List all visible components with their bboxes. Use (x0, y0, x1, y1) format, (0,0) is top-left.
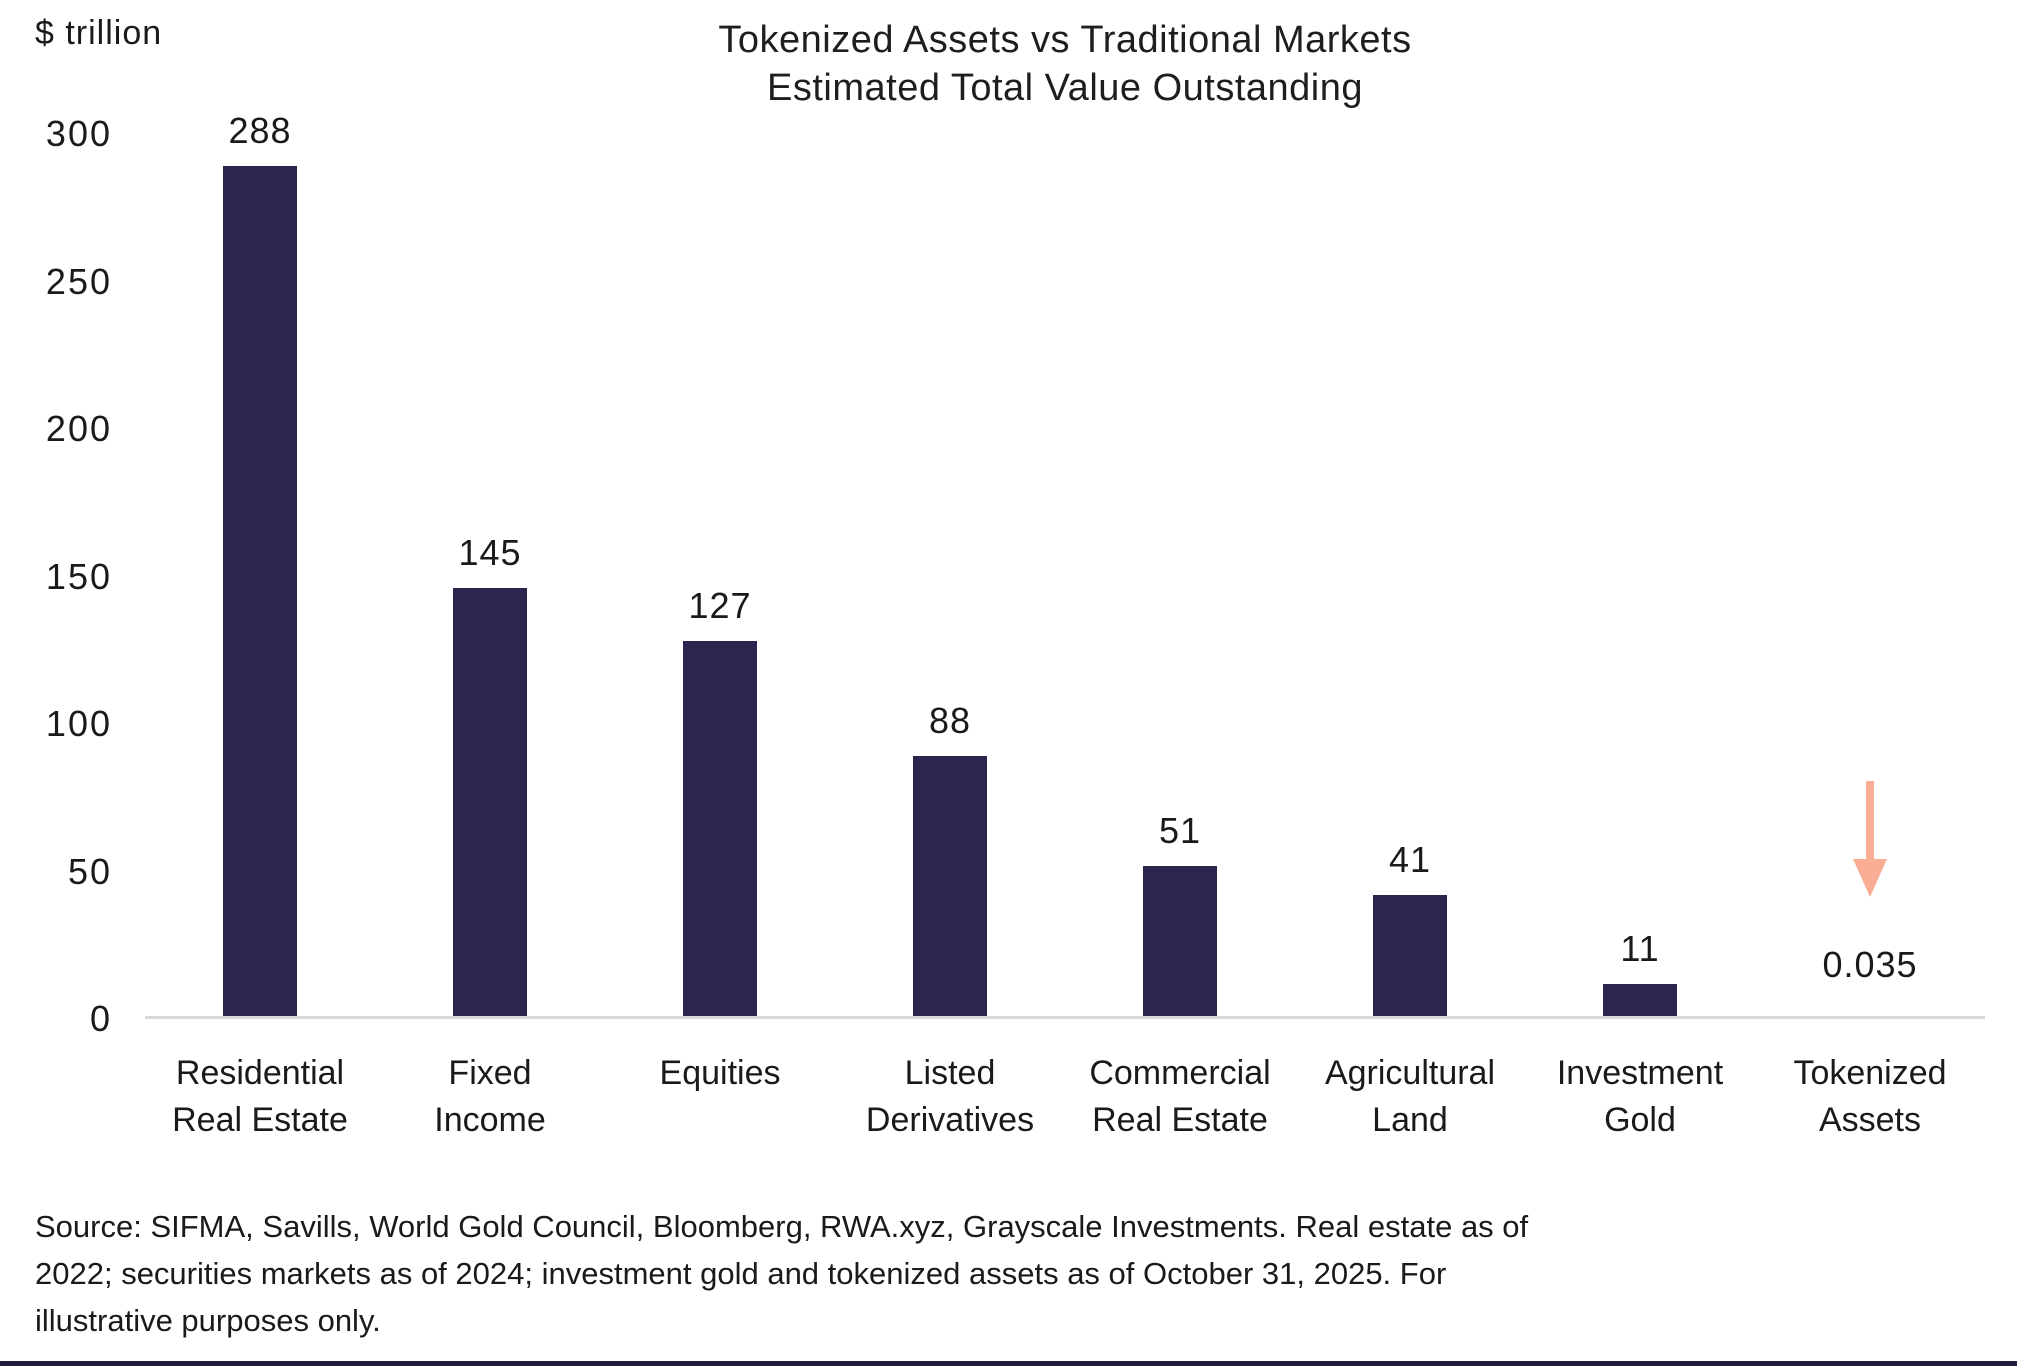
source-note-line: illustrative purposes only. (35, 1303, 381, 1338)
bar-column: 41 (1295, 134, 1525, 1016)
bar (913, 756, 987, 1016)
x-axis-category-label: Equities (659, 1054, 781, 1092)
bottom-accent-bar (0, 1361, 2017, 1366)
bar-value-label: 288 (228, 110, 292, 152)
y-tick-label: 250 (45, 260, 112, 302)
bar-column: 0.035 (1755, 134, 1985, 1016)
x-axis-labels: Residential Real Estate Fixed Income Equit… (145, 1050, 1985, 1144)
bar (1373, 895, 1447, 1016)
y-tick-label: 0 (89, 998, 112, 1039)
bar (1603, 983, 1677, 1016)
y-axis-unit-label: $ trillion (35, 14, 163, 52)
x-axis-category-label: Tokenized Assets (1793, 1054, 1947, 1139)
x-axis-category-label: Investment Gold (1556, 1054, 1724, 1139)
bar (1143, 865, 1217, 1016)
bar-value-label: 127 (688, 585, 752, 627)
bar-value-label: 51 (1158, 809, 1202, 851)
y-tick-label: 100 (45, 703, 112, 744)
y-axis: 0 50 100 150 200 250 300 (0, 0, 112, 1100)
x-axis-category-label: Residential Real Estate (172, 1054, 348, 1139)
x-axis-category-label: Listed Derivatives (865, 1054, 1035, 1139)
bar-column: 145 (375, 134, 605, 1016)
source-note-line: Source: SIFMA, Savills, World Gold Counc… (35, 1209, 1529, 1244)
bar-column: 11 (1525, 134, 1755, 1016)
bar-value-label: 11 (1620, 927, 1660, 969)
bar-column: 51 (1065, 134, 1295, 1016)
x-axis-category-label: Fixed Income (434, 1054, 546, 1139)
chart-title: Tokenized Assets vs Traditional Markets (718, 19, 1412, 61)
bar-value-label: 88 (928, 700, 972, 742)
bar (453, 588, 527, 1016)
arrow-shaft (1866, 781, 1874, 859)
bar-value-label: 0.035 (1822, 944, 1918, 985)
bar (223, 166, 297, 1016)
y-tick-label: 50 (67, 850, 112, 892)
bar-value-label: 41 (1388, 839, 1432, 881)
down-arrow-icon (1853, 781, 1887, 897)
y-tick-label: 300 (45, 113, 112, 154)
y-tick-label: 200 (45, 408, 112, 449)
bar-column: 88 (835, 134, 1065, 1016)
bar-column: 288 (145, 110, 375, 1016)
x-axis-category-label: Commercial Real Estate (1089, 1054, 1271, 1139)
title-block: Tokenized Assets vs Traditional Markets … (145, 16, 1985, 112)
plot-area: 288 145 127 88 51 41 11 0.035 (145, 110, 1985, 1019)
y-tick-label: 150 (45, 555, 112, 597)
bar-column: 127 (605, 134, 835, 1016)
arrow-head (1853, 859, 1887, 897)
chart-subtitle: Estimated Total Value Outstanding (767, 67, 1363, 109)
x-axis-category-label: Agricultural Land (1324, 1054, 1496, 1139)
source-note-line: 2022; securities markets as of 2024; inv… (35, 1256, 1447, 1291)
bar-value-label: 145 (458, 532, 522, 574)
source-note: Source: SIFMA, Savills, World Gold Counc… (35, 1203, 1985, 1344)
bar (683, 641, 757, 1016)
